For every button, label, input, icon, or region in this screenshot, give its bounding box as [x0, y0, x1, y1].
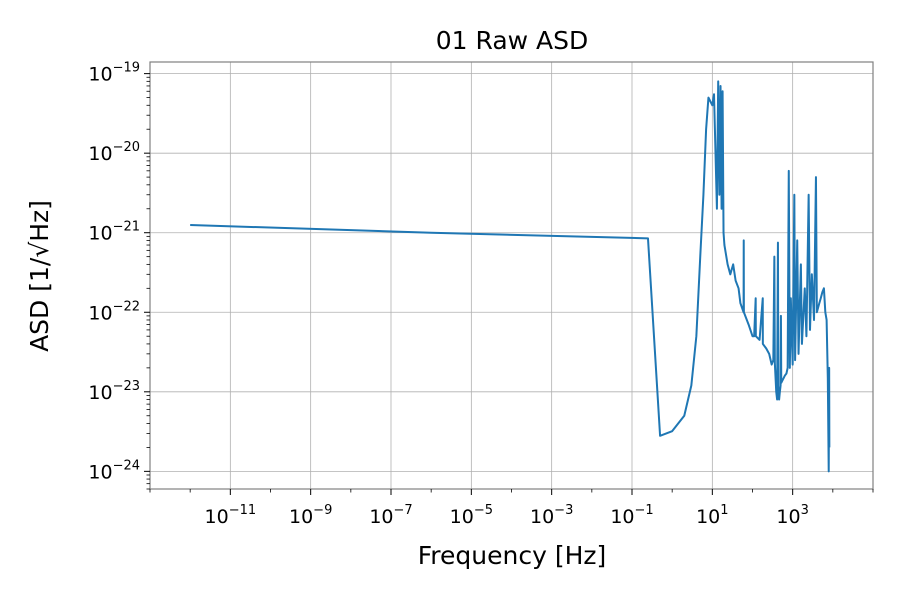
x-tick-label: 10−11 [205, 503, 257, 528]
y-axis: 10−19 10−20 10−21 10−22 10−23 10−24 [88, 61, 150, 490]
x-tick-label: 10−7 [369, 503, 412, 528]
x-axis: 10−11 10−9 10−7 10−5 10−3 10−1 101 103 [149, 489, 874, 528]
y-tick-label: 10−22 [88, 299, 140, 324]
x-tick-label: 10−1 [610, 503, 653, 528]
series-line [190, 80, 831, 473]
y-tick-label: 10−21 [88, 220, 140, 245]
x-tick-label: 10−5 [450, 503, 493, 528]
chart-title: 01 Raw ASD [436, 26, 589, 55]
y-tick-label: 10−23 [88, 379, 140, 404]
y-tick-label: 10−24 [88, 458, 140, 483]
x-tick-label: 10−3 [530, 503, 573, 528]
x-tick-label: 103 [776, 503, 808, 528]
x-tick-label: 10−9 [289, 503, 332, 528]
y-tick-label: 10−20 [88, 140, 140, 165]
series-layer [190, 80, 831, 473]
y-axis-label: ASD [1/√Hz] [25, 200, 54, 352]
x-axis-label: Frequency [Hz] [418, 541, 607, 570]
x-tick-label: 101 [696, 503, 728, 528]
grid [150, 62, 873, 489]
y-tick-label: 10−19 [88, 61, 140, 86]
